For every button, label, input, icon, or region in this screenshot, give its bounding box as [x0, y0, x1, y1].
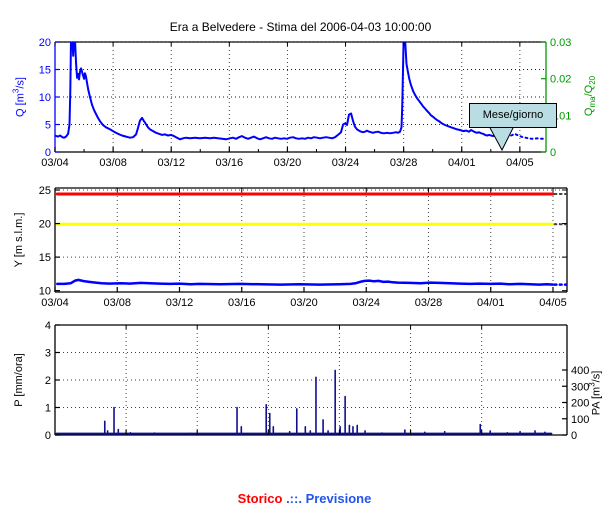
legend: Storico .::. Previsione — [0, 491, 609, 506]
svg-text:03/20: 03/20 — [274, 157, 302, 169]
plot-title: Era a Belvedere - Stima del 2006-04-03 1… — [169, 20, 432, 34]
svg-text:03/04: 03/04 — [41, 157, 69, 169]
axis-label-p: P [mm/ora] — [13, 353, 25, 407]
svg-text:03/08: 03/08 — [103, 297, 131, 309]
svg-text:1: 1 — [45, 403, 51, 415]
legend-storico: Storico — [237, 491, 283, 506]
svg-text:0: 0 — [550, 147, 556, 159]
svg-text:0: 0 — [571, 430, 577, 442]
svg-text:15: 15 — [39, 65, 51, 77]
svg-text:03/28: 03/28 — [415, 297, 443, 309]
svg-text:03/20: 03/20 — [290, 297, 318, 309]
svg-text:2: 2 — [45, 375, 51, 387]
svg-text:20: 20 — [39, 37, 51, 49]
svg-text:03/16: 03/16 — [228, 297, 256, 309]
svg-text:03/16: 03/16 — [216, 157, 244, 169]
legend-separator: .::. — [282, 491, 306, 506]
svg-text:400: 400 — [571, 365, 589, 377]
svg-text:03/08: 03/08 — [99, 157, 127, 169]
svg-text:200: 200 — [571, 398, 589, 410]
svg-text:10: 10 — [39, 286, 51, 298]
svg-text:4: 4 — [45, 320, 51, 332]
svg-text:25: 25 — [39, 185, 51, 197]
svg-text:100: 100 — [571, 414, 589, 426]
svg-text:03/24: 03/24 — [332, 157, 360, 169]
svg-text:0: 0 — [45, 147, 51, 159]
axis-label-q: Q [m3/s] — [11, 77, 27, 117]
svg-text:15: 15 — [39, 252, 51, 264]
svg-text:0.03: 0.03 — [550, 37, 571, 49]
svg-text:10: 10 — [39, 92, 51, 104]
svg-text:0: 0 — [45, 430, 51, 442]
svg-text:03/24: 03/24 — [352, 297, 380, 309]
svg-text:0.02: 0.02 — [550, 74, 571, 86]
legend-previsione: Previsione — [305, 491, 372, 506]
tooltip-label: Mese/giorno — [482, 109, 544, 121]
axis-label-pa: PA [m3/s] — [587, 370, 603, 416]
svg-text:3: 3 — [45, 348, 51, 360]
svg-text:04/01: 04/01 — [448, 157, 476, 169]
svg-text:04/01: 04/01 — [477, 297, 505, 309]
axis-label-y: Y [m s.l.m.] — [13, 212, 25, 268]
svg-text:20: 20 — [39, 219, 51, 231]
svg-text:03/12: 03/12 — [157, 157, 185, 169]
svg-text:04/05: 04/05 — [539, 297, 567, 309]
svg-text:5: 5 — [45, 120, 51, 132]
svg-text:300: 300 — [571, 381, 589, 393]
axis-label-qratio: Qma/Q20 — [582, 75, 598, 117]
svg-text:03/12: 03/12 — [166, 297, 194, 309]
svg-text:03/28: 03/28 — [390, 157, 418, 169]
svg-text:04/05: 04/05 — [506, 157, 534, 169]
tooltip-callout[interactable]: Mese/giorno — [469, 103, 557, 128]
svg-text:03/04: 03/04 — [41, 297, 69, 309]
